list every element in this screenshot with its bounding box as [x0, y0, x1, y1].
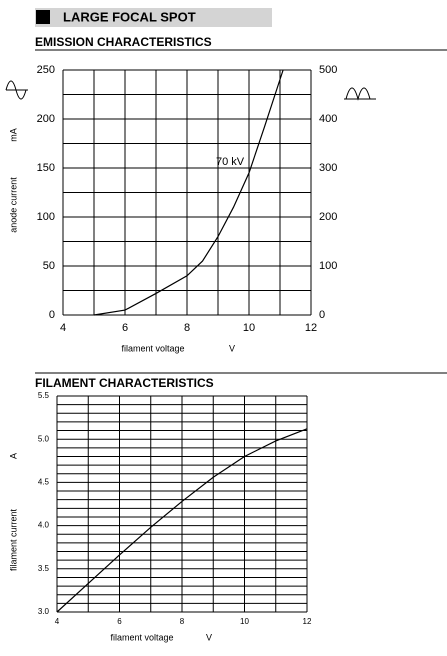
annotation: 70 kV [216, 156, 245, 168]
curve [56, 428, 308, 613]
x-tick-label: 10 [240, 617, 249, 626]
y-tick-label: 0 [49, 309, 55, 321]
x-axis-unit: V [206, 632, 212, 642]
y2-tick-label: 300 [319, 162, 337, 174]
x-tick-label: 10 [243, 322, 255, 334]
x-tick-label: 8 [184, 322, 190, 334]
y-axis-unit: mA [8, 128, 18, 142]
y-axis-label: anode current [8, 177, 18, 233]
x-tick-label: 6 [122, 322, 128, 334]
x-tick-label: 6 [117, 617, 122, 626]
y-axis-label: filament current [8, 508, 18, 571]
y-tick-label: 200 [37, 113, 55, 125]
y-axis-unit: A [8, 453, 18, 459]
header-square [36, 10, 50, 24]
y2-tick-label: 100 [319, 260, 337, 272]
y2-tick-label: 400 [319, 113, 337, 125]
x-tick-label: 4 [55, 617, 60, 626]
header-title: LARGE FOCAL SPOT [63, 9, 196, 24]
y-tick-label: 5.5 [38, 391, 50, 400]
header-bar [35, 8, 272, 27]
y2-tick-label: 500 [319, 64, 337, 76]
y-tick-label: 150 [37, 162, 55, 174]
x-tick-label: 4 [60, 322, 66, 334]
y-tick-label: 5.0 [38, 434, 50, 443]
x-axis-label: filament voltage [110, 632, 173, 642]
y-tick-label: 3.5 [38, 564, 50, 573]
x-tick-label: 12 [305, 322, 317, 334]
curve [93, 69, 284, 316]
y-tick-label: 50 [43, 260, 55, 272]
y-tick-label: 100 [37, 211, 55, 223]
x-tick-label: 8 [180, 617, 185, 626]
y-tick-label: 4.5 [38, 478, 50, 487]
y2-tick-label: 200 [319, 211, 337, 223]
chart-title: FILAMENT CHARACTERISTICS [35, 376, 214, 390]
x-axis-label: filament voltage [121, 343, 184, 353]
y-tick-label: 3.0 [38, 607, 50, 616]
y-tick-label: 250 [37, 64, 55, 76]
chart-title: EMISSION CHARACTERISTICS [35, 35, 212, 49]
x-tick-label: 12 [303, 617, 312, 626]
y-tick-label: 4.0 [38, 521, 50, 530]
y2-tick-label: 0 [319, 309, 325, 321]
rectified-icon [345, 87, 371, 101]
x-axis-unit: V [229, 343, 235, 353]
